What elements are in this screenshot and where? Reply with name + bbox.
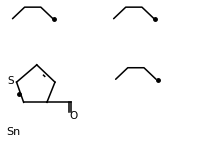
Text: S: S bbox=[8, 76, 14, 86]
Text: Sn: Sn bbox=[6, 127, 21, 137]
Text: O: O bbox=[69, 111, 78, 121]
